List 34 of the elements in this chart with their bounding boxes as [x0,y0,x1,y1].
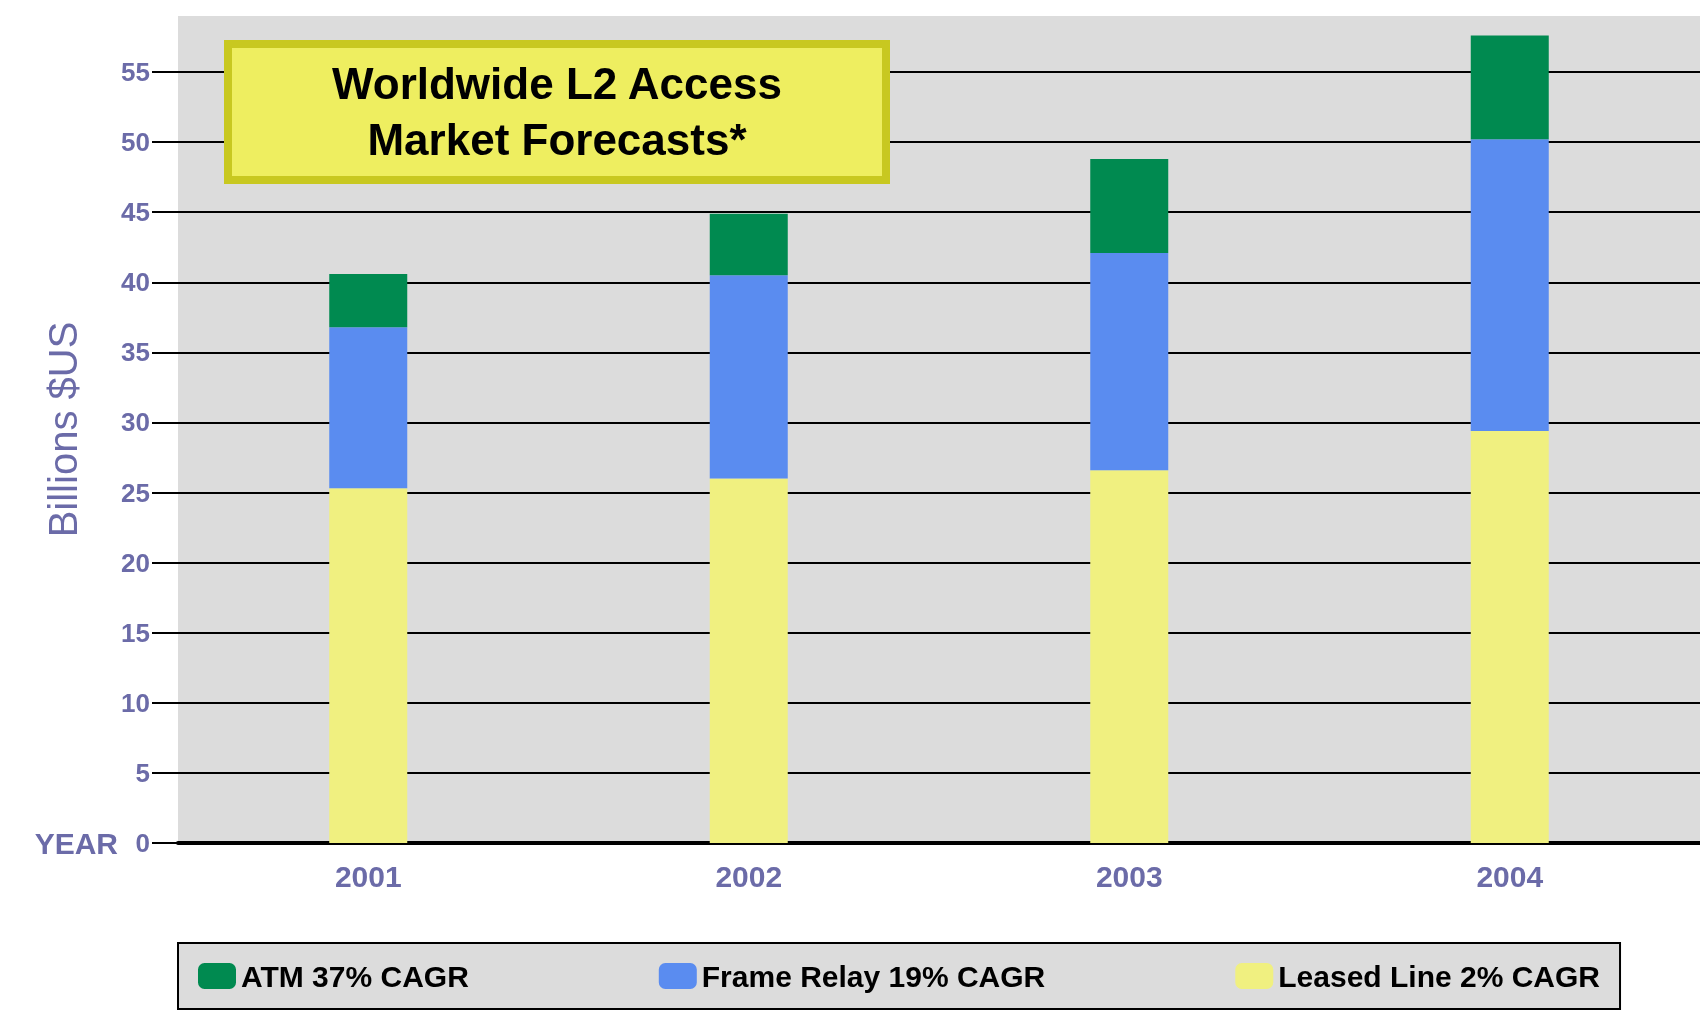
x-axis-title: YEAR [34,826,119,860]
bar [1090,158,1169,253]
x-tick-label: 2004 [1476,859,1544,893]
legend-label: Leased Line 2% CAGR [1278,959,1601,993]
y-tick-label: 15 [121,617,150,648]
bar [329,273,408,328]
y-axis-title: Billions $US [41,321,85,538]
y-tick-label: 25 [121,477,150,508]
legend-label: ATM 37% CAGR [241,959,470,993]
text: Worldwide L2 Access Market Forecasts* [331,58,783,166]
y-tick-label: 50 [121,127,150,158]
x-tick-label: 2002 [715,859,783,893]
y-tick-label: 20 [121,547,150,578]
bar [1090,252,1169,471]
legend-label: Frame Relay 19% CAGR [701,959,1046,993]
y-tick-label: 40 [121,267,150,298]
bar [1470,139,1549,431]
bar [1470,430,1549,843]
y-tick-label: 35 [121,337,150,368]
y-tick-label: 10 [121,687,150,718]
y-tick-label: 30 [121,407,150,438]
bar [709,478,788,843]
y-tick-label: 45 [121,197,150,228]
bar [1090,470,1169,843]
x-tick-label: 2003 [1095,859,1163,893]
bar [709,213,788,276]
bar [1470,35,1549,140]
bar [329,488,408,843]
y-tick-label: 0 [135,828,150,858]
y-tick-label: 5 [135,757,150,788]
y-tick-label: 55 [121,57,150,88]
bar [709,275,788,479]
bar [329,327,408,489]
x-tick-label: 2001 [334,859,402,893]
